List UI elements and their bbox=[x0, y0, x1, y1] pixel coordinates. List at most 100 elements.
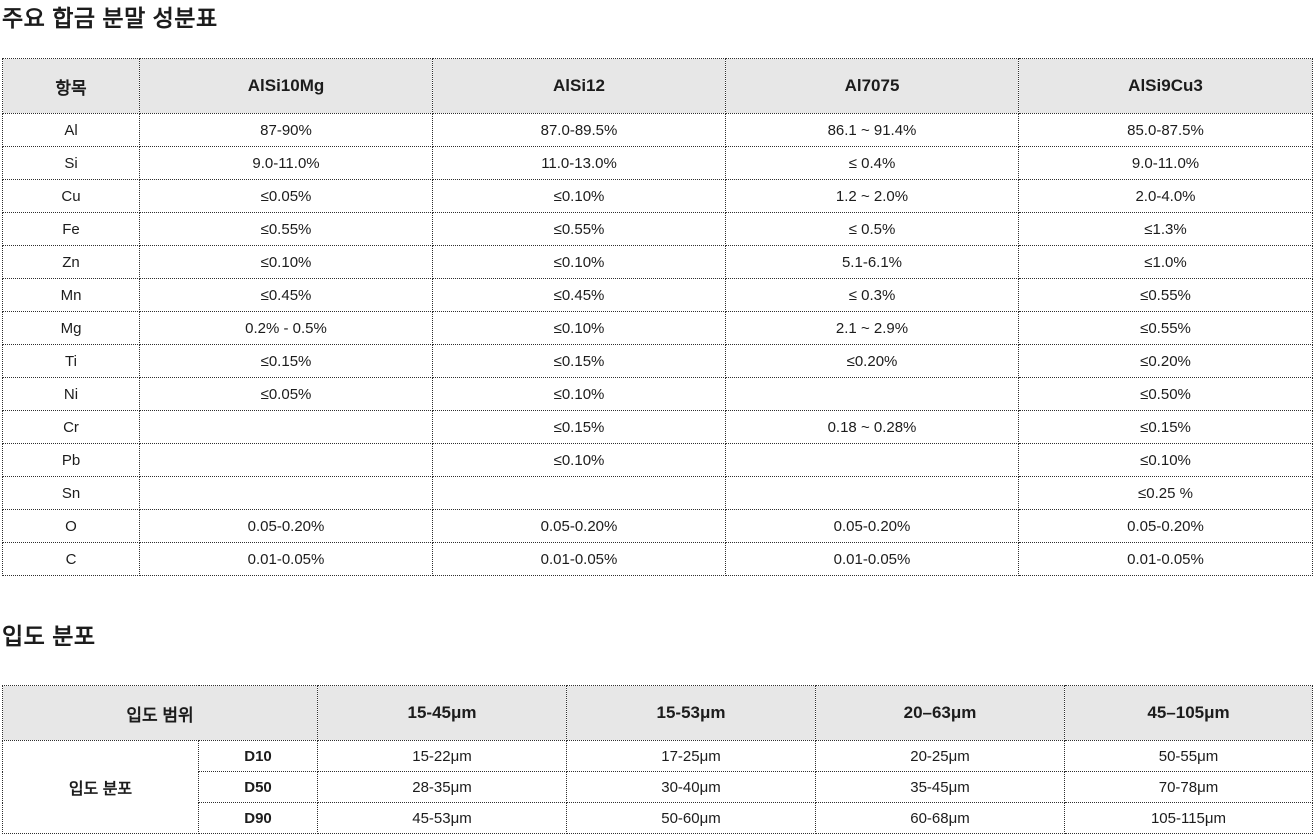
value-alsi12: ≤0.10% bbox=[432, 179, 726, 213]
composition-table-title: 주요 합금 분말 성분표 bbox=[2, 5, 218, 31]
value-alsi9cu3: ≤0.15% bbox=[1018, 410, 1313, 444]
d50-value-1: 28-35μm bbox=[317, 771, 568, 803]
composition-table-row: Si 9.0-11.0% 11.0-13.0% ≤ 0.4% 9.0-11.0% bbox=[2, 146, 1313, 180]
element-symbol: Ni bbox=[2, 377, 140, 411]
value-alsi12: ≤0.10% bbox=[432, 377, 726, 411]
element-symbol: O bbox=[2, 509, 140, 543]
element-symbol: Si bbox=[2, 146, 140, 180]
particle-row-d90: D90 45-53μm 50-60μm 60-68μm 105-115μm bbox=[3, 802, 1314, 834]
composition-table-row: Mn ≤0.45% ≤0.45% ≤ 0.3% ≤0.55% bbox=[2, 278, 1313, 312]
value-al7075: 1.2 ~ 2.0% bbox=[725, 179, 1019, 213]
value-alsi10mg: ≤0.10% bbox=[139, 245, 433, 279]
header-item-column: 항목 bbox=[2, 58, 140, 114]
value-alsi12: ≤0.15% bbox=[432, 410, 726, 444]
composition-table-row: Ti ≤0.15% ≤0.15% ≤0.20% ≤0.20% bbox=[2, 344, 1313, 378]
composition-table-row: Zn ≤0.10% ≤0.10% 5.1-6.1% ≤1.0% bbox=[2, 245, 1313, 279]
value-alsi12: 87.0-89.5% bbox=[432, 113, 726, 147]
composition-table-row: Pb ≤0.10% ≤0.10% bbox=[2, 443, 1313, 477]
value-alsi12: ≤0.10% bbox=[432, 245, 726, 279]
value-alsi9cu3: ≤0.55% bbox=[1018, 311, 1313, 345]
value-al7075: ≤ 0.4% bbox=[725, 146, 1019, 180]
particle-size-table: 입도 범위 15-45μm 15-53μm 20–63μm 45–105μm 입… bbox=[1, 685, 1314, 834]
composition-table-header: 항목 AlSi10Mg AlSi12 Al7075 AlSi9Cu3 bbox=[2, 58, 1313, 114]
value-alsi12: ≤0.10% bbox=[432, 311, 726, 345]
particle-row-d50: D50 28-35μm 30-40μm 35-45μm 70-78μm bbox=[3, 771, 1314, 803]
value-alsi12 bbox=[432, 476, 726, 510]
value-alsi10mg bbox=[139, 410, 433, 444]
d50-value-2: 30-40μm bbox=[566, 771, 817, 803]
element-symbol: Mn bbox=[2, 278, 140, 312]
composition-table-row: Cu ≤0.05% ≤0.10% 1.2 ~ 2.0% 2.0-4.0% bbox=[2, 179, 1313, 213]
value-alsi10mg: ≤0.15% bbox=[139, 344, 433, 378]
value-alsi10mg bbox=[139, 443, 433, 477]
value-al7075: ≤ 0.5% bbox=[725, 212, 1019, 246]
value-al7075 bbox=[725, 377, 1019, 411]
element-symbol: Fe bbox=[2, 212, 140, 246]
particle-size-title: 입도 분포 bbox=[2, 623, 96, 649]
element-symbol: Pb bbox=[2, 443, 140, 477]
value-alsi12: ≤0.10% bbox=[432, 443, 726, 477]
value-alsi9cu3: ≤1.3% bbox=[1018, 212, 1313, 246]
header-size-range: 입도 범위 bbox=[1, 685, 319, 741]
value-al7075: 0.05-0.20% bbox=[725, 509, 1019, 543]
particle-table-header: 입도 범위 15-45μm 15-53μm 20–63μm 45–105μm bbox=[1, 685, 1314, 741]
value-alsi10mg: 87-90% bbox=[139, 113, 433, 147]
value-al7075: 0.18 ~ 0.28% bbox=[725, 410, 1019, 444]
d90-value-4: 105-115μm bbox=[1064, 802, 1314, 834]
value-alsi10mg: ≤0.05% bbox=[139, 377, 433, 411]
d90-value-2: 50-60μm bbox=[566, 802, 817, 834]
value-alsi9cu3: ≤0.25 % bbox=[1018, 476, 1313, 510]
element-symbol: Cr bbox=[2, 410, 140, 444]
composition-table-row: Fe ≤0.55% ≤0.55% ≤ 0.5% ≤1.3% bbox=[2, 212, 1313, 246]
value-alsi12: ≤0.45% bbox=[432, 278, 726, 312]
composition-table-body: Al 87-90% 87.0-89.5% 86.1 ~ 91.4% 85.0-8… bbox=[2, 113, 1313, 576]
d50-label: D50 bbox=[197, 771, 319, 803]
d90-value-3: 60-68μm bbox=[815, 802, 1066, 834]
value-al7075: ≤0.20% bbox=[725, 344, 1019, 378]
value-alsi9cu3: 85.0-87.5% bbox=[1018, 113, 1313, 147]
value-alsi9cu3: 2.0-4.0% bbox=[1018, 179, 1313, 213]
value-al7075: 5.1-6.1% bbox=[725, 245, 1019, 279]
value-alsi9cu3: 0.01-0.05% bbox=[1018, 542, 1313, 576]
value-alsi10mg bbox=[139, 476, 433, 510]
composition-table-row: Al 87-90% 87.0-89.5% 86.1 ~ 91.4% 85.0-8… bbox=[2, 113, 1313, 147]
header-alsi12: AlSi12 bbox=[432, 58, 726, 114]
composition-table-row: Mg 0.2% - 0.5% ≤0.10% 2.1 ~ 2.9% ≤0.55% bbox=[2, 311, 1313, 345]
value-al7075: 0.01-0.05% bbox=[725, 542, 1019, 576]
d90-label: D90 bbox=[197, 802, 319, 834]
group-label: 입도 분포 bbox=[2, 740, 199, 834]
value-al7075: ≤ 0.3% bbox=[725, 278, 1019, 312]
value-alsi10mg: ≤0.05% bbox=[139, 179, 433, 213]
value-alsi12: 0.01-0.05% bbox=[432, 542, 726, 576]
value-alsi12: 0.05-0.20% bbox=[432, 509, 726, 543]
value-alsi10mg: 0.05-0.20% bbox=[139, 509, 433, 543]
composition-table-row: Sn ≤0.25 % bbox=[2, 476, 1313, 510]
value-alsi9cu3: 0.05-0.20% bbox=[1018, 509, 1313, 543]
element-symbol: Ti bbox=[2, 344, 140, 378]
value-al7075 bbox=[725, 443, 1019, 477]
value-alsi12: 11.0-13.0% bbox=[432, 146, 726, 180]
particle-table-body: 입도 분포 D10 15-22μm 17-25μm 20-25μm 50-55μ… bbox=[2, 740, 1314, 834]
composition-header-row: 항목 AlSi10Mg AlSi12 Al7075 AlSi9Cu3 bbox=[2, 58, 1313, 114]
value-al7075: 2.1 ~ 2.9% bbox=[725, 311, 1019, 345]
alloy-composition-table: 항목 AlSi10Mg AlSi12 Al7075 AlSi9Cu3 Al 87… bbox=[2, 58, 1313, 576]
value-alsi10mg: 0.2% - 0.5% bbox=[139, 311, 433, 345]
d10-label: D10 bbox=[197, 740, 319, 772]
value-alsi9cu3: 9.0-11.0% bbox=[1018, 146, 1313, 180]
composition-table-row: C 0.01-0.05% 0.01-0.05% 0.01-0.05% 0.01-… bbox=[2, 542, 1313, 576]
header-range-15-53: 15-53μm bbox=[566, 685, 817, 741]
header-range-45-105: 45–105μm bbox=[1064, 685, 1314, 741]
composition-table-row: O 0.05-0.20% 0.05-0.20% 0.05-0.20% 0.05-… bbox=[2, 509, 1313, 543]
value-alsi9cu3: ≤0.10% bbox=[1018, 443, 1313, 477]
element-symbol: Cu bbox=[2, 179, 140, 213]
element-symbol: Sn bbox=[2, 476, 140, 510]
value-alsi10mg: ≤0.55% bbox=[139, 212, 433, 246]
element-symbol: C bbox=[2, 542, 140, 576]
value-al7075: 86.1 ~ 91.4% bbox=[725, 113, 1019, 147]
composition-table-row: Cr ≤0.15% 0.18 ~ 0.28% ≤0.15% bbox=[2, 410, 1313, 444]
value-alsi9cu3: ≤0.50% bbox=[1018, 377, 1313, 411]
header-range-20-63: 20–63μm bbox=[815, 685, 1066, 741]
d10-value-4: 50-55μm bbox=[1064, 740, 1314, 772]
value-alsi12: ≤0.15% bbox=[432, 344, 726, 378]
